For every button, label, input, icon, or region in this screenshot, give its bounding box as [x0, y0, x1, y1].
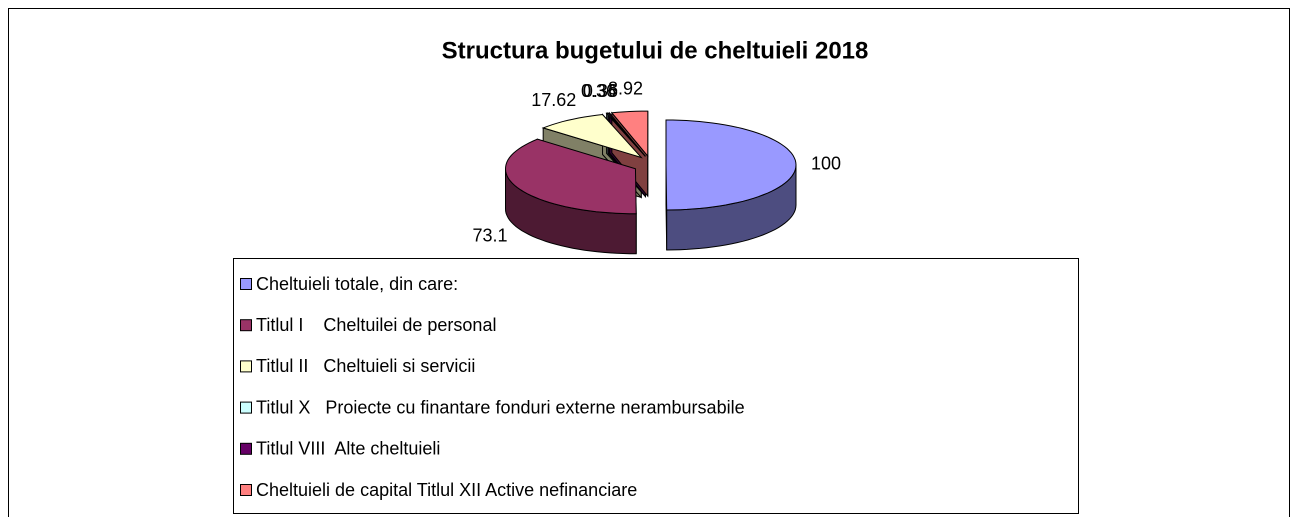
slice	[610, 110, 649, 158]
data-label: 8.92	[608, 78, 643, 98]
slice	[607, 112, 646, 157]
legend-swatch	[240, 319, 252, 332]
legend-swatch	[240, 360, 252, 373]
data-label: 73.1	[473, 225, 508, 245]
data-label: 0.36	[583, 81, 618, 101]
legend-label: Cheltuieli totale, din care:	[256, 274, 458, 294]
data-label: 17.62	[531, 90, 576, 110]
legend-label: Cheltuieli de capital Titlul XII Active …	[256, 480, 637, 500]
data-label: 100	[811, 154, 841, 174]
data-label: 0.36	[581, 81, 616, 101]
legend-swatch	[240, 401, 252, 414]
slice	[665, 119, 797, 211]
legend-swatch	[240, 442, 252, 455]
legend-label: Titlul X Proiecte cu finantare fonduri e…	[256, 397, 745, 417]
chart-title: Structura bugetului de cheltuieli 2018	[442, 37, 869, 64]
slice	[541, 113, 643, 159]
legend-label: Titlul I Cheltuilei de personal	[256, 315, 496, 335]
legend-box	[233, 258, 1079, 514]
legend-swatch	[240, 278, 252, 290]
legend-swatch	[240, 484, 252, 496]
legend-label: Titlul VIII Alte cheltuieli	[256, 439, 440, 459]
slice	[504, 138, 637, 215]
legend-label: Titlul II Cheltuieli si servicii	[256, 356, 475, 376]
